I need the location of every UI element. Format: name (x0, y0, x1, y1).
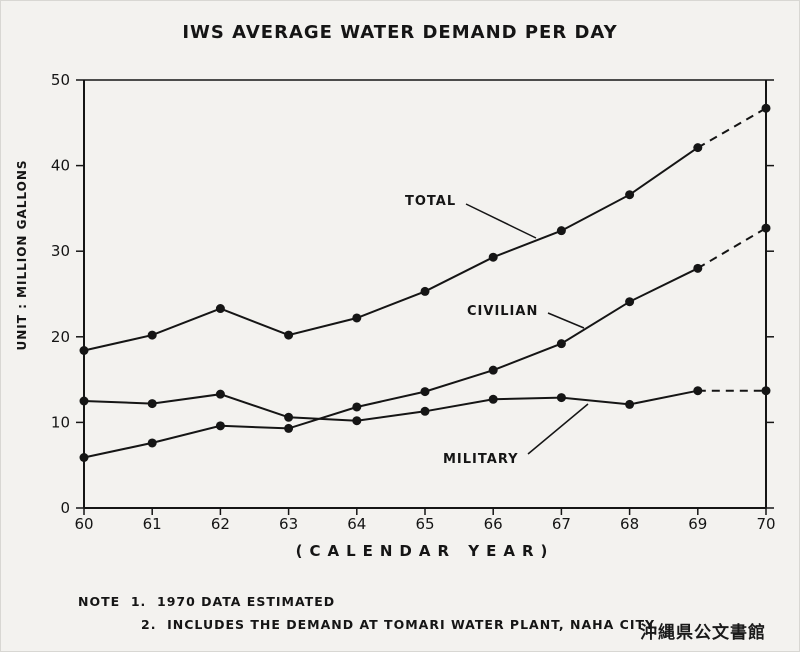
data-point-total (556, 226, 566, 236)
x-tick-label: 64 (347, 515, 366, 533)
data-point-military (284, 412, 294, 422)
y-tick-label: 10 (51, 413, 70, 431)
leader-line-military (527, 403, 589, 455)
x-tick-label: 67 (552, 515, 571, 533)
x-tick-label: 62 (211, 515, 230, 533)
series-line-estimated-civilian (697, 227, 767, 270)
x-tick-label: 61 (143, 515, 162, 533)
y-tick-label: 30 (51, 242, 70, 260)
data-point-total (488, 252, 498, 262)
data-point-military (420, 406, 430, 416)
series-points (79, 103, 771, 462)
note-1: NOTE 1. 1970 DATA ESTIMATED (78, 594, 336, 609)
series-line-civilian (83, 267, 699, 459)
leader-line-civilian (547, 312, 585, 329)
data-point-military (147, 399, 157, 409)
series-label-total: TOTAL (405, 194, 456, 209)
data-point-total (79, 345, 89, 355)
y-tick-label: 50 (51, 71, 70, 89)
data-point-civilian (147, 438, 157, 448)
data-point-civilian (488, 365, 498, 375)
series-labels: TOTAL CIVILIAN MILITARY (405, 194, 589, 467)
ticks: 0 10 20 30 40 50 60 61 62 63 64 65 66 67 68 69 70 (51, 71, 776, 533)
data-point-total (761, 103, 771, 113)
data-point-civilian (420, 387, 430, 397)
data-point-total (625, 190, 635, 200)
x-tick-label: 65 (415, 515, 434, 533)
data-point-total (693, 143, 703, 153)
data-point-civilian (556, 339, 566, 349)
x-tick-label: 68 (620, 515, 639, 533)
data-point-civilian (693, 263, 703, 273)
data-point-civilian (284, 423, 294, 433)
x-axis-label: (CALENDAR YEAR) (295, 542, 555, 560)
data-point-total (352, 313, 362, 323)
data-point-military (352, 416, 362, 426)
data-point-civilian (79, 452, 89, 462)
data-point-total (284, 330, 294, 340)
x-tick-label: 70 (756, 515, 775, 533)
note-2: 2. INCLUDES THE DEMAND AT TOMARI WATER P… (141, 617, 659, 632)
data-point-total (147, 330, 157, 340)
notes: NOTE 1. 1970 DATA ESTIMATED 2. INCLUDES … (78, 590, 659, 636)
data-point-military (556, 393, 566, 403)
series-line-total (83, 146, 699, 352)
x-tick-label: 69 (688, 515, 707, 533)
series-label-military: MILITARY (443, 452, 519, 467)
data-point-civilian (625, 297, 635, 307)
data-point-total (215, 304, 225, 314)
data-point-civilian (761, 223, 771, 233)
leader-line-total (465, 203, 537, 239)
x-tick-label: 66 (484, 515, 503, 533)
archive-stamp: 沖縄県公文書館 (640, 623, 766, 643)
series-lines (83, 107, 767, 459)
data-point-civilian (352, 402, 362, 412)
chart-title: IWS AVERAGE WATER DEMAND PER DAY (182, 22, 618, 43)
data-point-civilian (215, 421, 225, 431)
data-point-military (215, 389, 225, 399)
y-tick-label: 20 (51, 328, 70, 346)
data-point-military (625, 399, 635, 409)
data-point-military (761, 386, 771, 396)
series-label-civilian: CIVILIAN (467, 304, 538, 319)
data-point-military (693, 386, 703, 396)
data-point-military (488, 394, 498, 404)
series-line-estimated-total (697, 107, 767, 149)
series-line-military (83, 389, 698, 422)
y-tick-label: 0 (60, 499, 70, 517)
x-tick-label: 63 (279, 515, 298, 533)
data-point-total (420, 286, 430, 296)
y-tick-label: 40 (51, 157, 70, 175)
data-point-military (79, 396, 89, 406)
x-tick-label: 60 (74, 515, 93, 533)
